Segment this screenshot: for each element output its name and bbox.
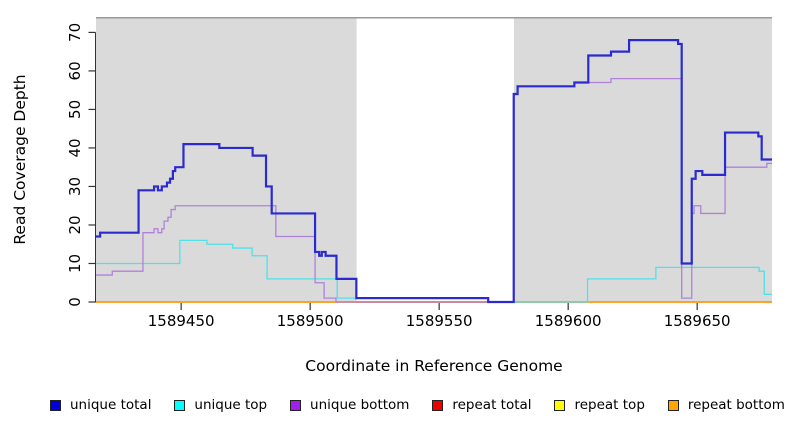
y-tick-label: 60 [66,61,84,80]
y-tick-label: 70 [66,23,84,42]
legend-label-unique-total: unique total [70,397,152,413]
legend-label-repeat-total: repeat total [452,397,532,413]
legend-swatch-repeat-bottom [667,399,679,411]
y-tick-label: 20 [66,215,84,234]
y-tick-label: 50 [66,100,84,119]
legend-item-unique-top: unique top [174,397,267,413]
legend-label-repeat-bottom: repeat bottom [687,397,785,413]
legend-item-repeat-top: repeat top [554,397,645,413]
x-tick-label: 1589550 [406,312,473,330]
legend-label-repeat-top: repeat top [574,397,645,413]
legend-label-unique-bottom: unique bottom [310,397,410,413]
x-tick-label: 1589500 [277,312,344,330]
legend-label-unique-top: unique top [194,397,268,413]
x-tick-label: 1589450 [148,312,215,330]
y-tick-label: 30 [66,177,84,196]
legend-item-unique-bottom: unique bottom [290,397,409,413]
series-unique-bottom [96,77,772,303]
legend-swatch-unique-bottom [290,399,302,411]
y-tick-label: 40 [66,138,84,157]
legend-swatch-repeat-total [432,399,444,411]
y-tick-label: 10 [66,254,84,273]
masked-region [356,17,514,302]
x-axis-title: Coordinate in Reference Genome [305,357,562,375]
legend: unique total unique top unique bottom repea… [50,397,785,413]
legend-swatch-repeat-top [554,399,566,411]
y-tick-label: 0 [66,297,84,307]
x-tick-label: 1589650 [664,312,731,330]
x-tick-label: 1589600 [535,312,602,330]
legend-swatch-unique-total [50,399,61,411]
y-axis-title: Read Coverage Depth [11,74,29,244]
series-unique-top [96,239,772,303]
legend-swatch-unique-top [174,399,186,411]
series-unique-total [96,39,772,304]
legend-item-repeat-bottom: repeat bottom [667,397,785,413]
legend-item-unique-total: unique total [50,397,151,413]
legend-item-repeat-total: repeat total [432,397,532,413]
